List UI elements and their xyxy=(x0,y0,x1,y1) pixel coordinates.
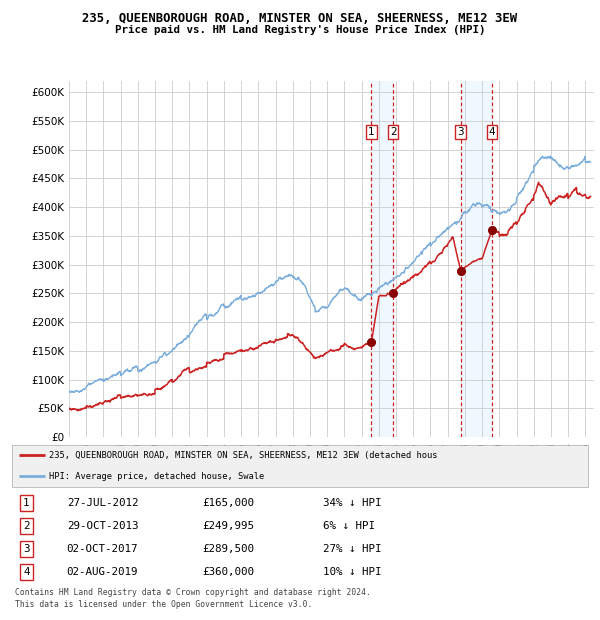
Text: £360,000: £360,000 xyxy=(202,567,254,577)
Text: Contains HM Land Registry data © Crown copyright and database right 2024.
This d: Contains HM Land Registry data © Crown c… xyxy=(15,588,371,609)
Text: £249,995: £249,995 xyxy=(202,521,254,531)
Text: 3: 3 xyxy=(23,544,29,554)
Text: £289,500: £289,500 xyxy=(202,544,254,554)
Text: 235, QUEENBOROUGH ROAD, MINSTER ON SEA, SHEERNESS, ME12 3EW (detached hous: 235, QUEENBOROUGH ROAD, MINSTER ON SEA, … xyxy=(49,451,438,459)
Text: 3: 3 xyxy=(457,127,464,138)
Text: 27% ↓ HPI: 27% ↓ HPI xyxy=(323,544,382,554)
Text: 4: 4 xyxy=(23,567,29,577)
Text: 29-OCT-2013: 29-OCT-2013 xyxy=(67,521,138,531)
Text: 27-JUL-2012: 27-JUL-2012 xyxy=(67,498,138,508)
Text: 10% ↓ HPI: 10% ↓ HPI xyxy=(323,567,382,577)
Text: 02-AUG-2019: 02-AUG-2019 xyxy=(67,567,138,577)
Text: 02-OCT-2017: 02-OCT-2017 xyxy=(67,544,138,554)
Text: HPI: Average price, detached house, Swale: HPI: Average price, detached house, Swal… xyxy=(49,472,265,480)
Text: 1: 1 xyxy=(23,498,29,508)
Text: 2: 2 xyxy=(390,127,397,138)
Text: £165,000: £165,000 xyxy=(202,498,254,508)
Text: 6% ↓ HPI: 6% ↓ HPI xyxy=(323,521,375,531)
Bar xyxy=(371,81,393,437)
Text: 2: 2 xyxy=(23,521,29,531)
Text: 4: 4 xyxy=(489,127,496,138)
Text: 1: 1 xyxy=(368,127,374,138)
Text: 34% ↓ HPI: 34% ↓ HPI xyxy=(323,498,382,508)
Text: Price paid vs. HM Land Registry's House Price Index (HPI): Price paid vs. HM Land Registry's House … xyxy=(115,25,485,35)
Bar xyxy=(461,81,492,437)
Text: 235, QUEENBOROUGH ROAD, MINSTER ON SEA, SHEERNESS, ME12 3EW: 235, QUEENBOROUGH ROAD, MINSTER ON SEA, … xyxy=(82,12,518,25)
